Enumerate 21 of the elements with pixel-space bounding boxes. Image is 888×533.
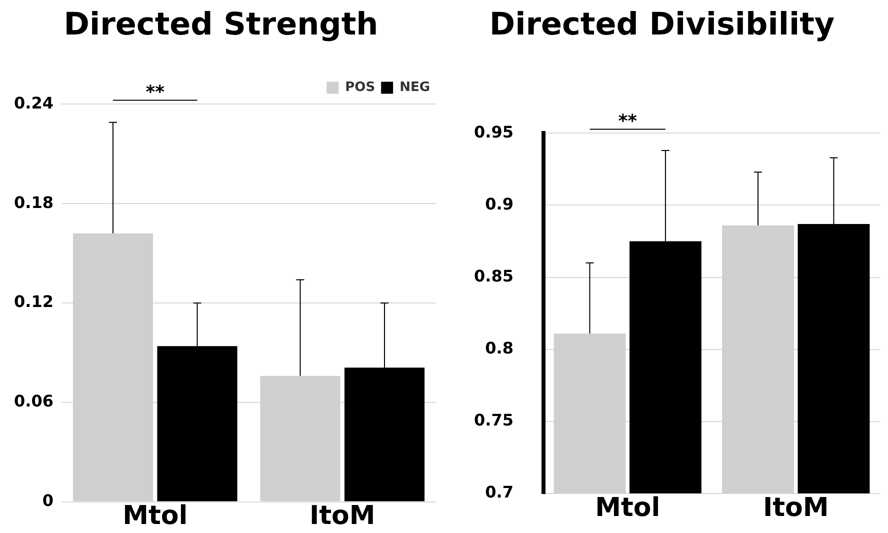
y-tick-label: 0: [42, 490, 54, 510]
y-tick-label: 0.06: [14, 392, 54, 411]
y-tick-label: 0.7: [485, 482, 514, 502]
x-tick-label: Mtol: [595, 492, 660, 523]
y-tick-label: 0.9: [485, 194, 514, 214]
legend-label: NEG: [400, 80, 430, 96]
chart-title: Directed Strength: [64, 6, 378, 43]
x-tick-label: ItoM: [762, 492, 829, 523]
y-tick-label: 0.12: [14, 292, 54, 312]
text: **: [618, 110, 638, 132]
x-tick-label: ItoM: [309, 501, 376, 532]
chart-title: Directed Divisibility: [489, 6, 835, 43]
text: **: [146, 82, 166, 103]
legend-label: POS: [345, 80, 376, 96]
y-tick-label: 0.95: [474, 122, 514, 142]
y-tick-label: 0.18: [14, 192, 54, 212]
y-tick-label: 0.85: [474, 266, 514, 286]
y-tick-label: 0.75: [474, 410, 514, 430]
x-tick-label: Mtol: [122, 501, 188, 532]
y-tick-label: 0.24: [14, 93, 54, 112]
y-tick-label: 0.8: [485, 338, 514, 358]
